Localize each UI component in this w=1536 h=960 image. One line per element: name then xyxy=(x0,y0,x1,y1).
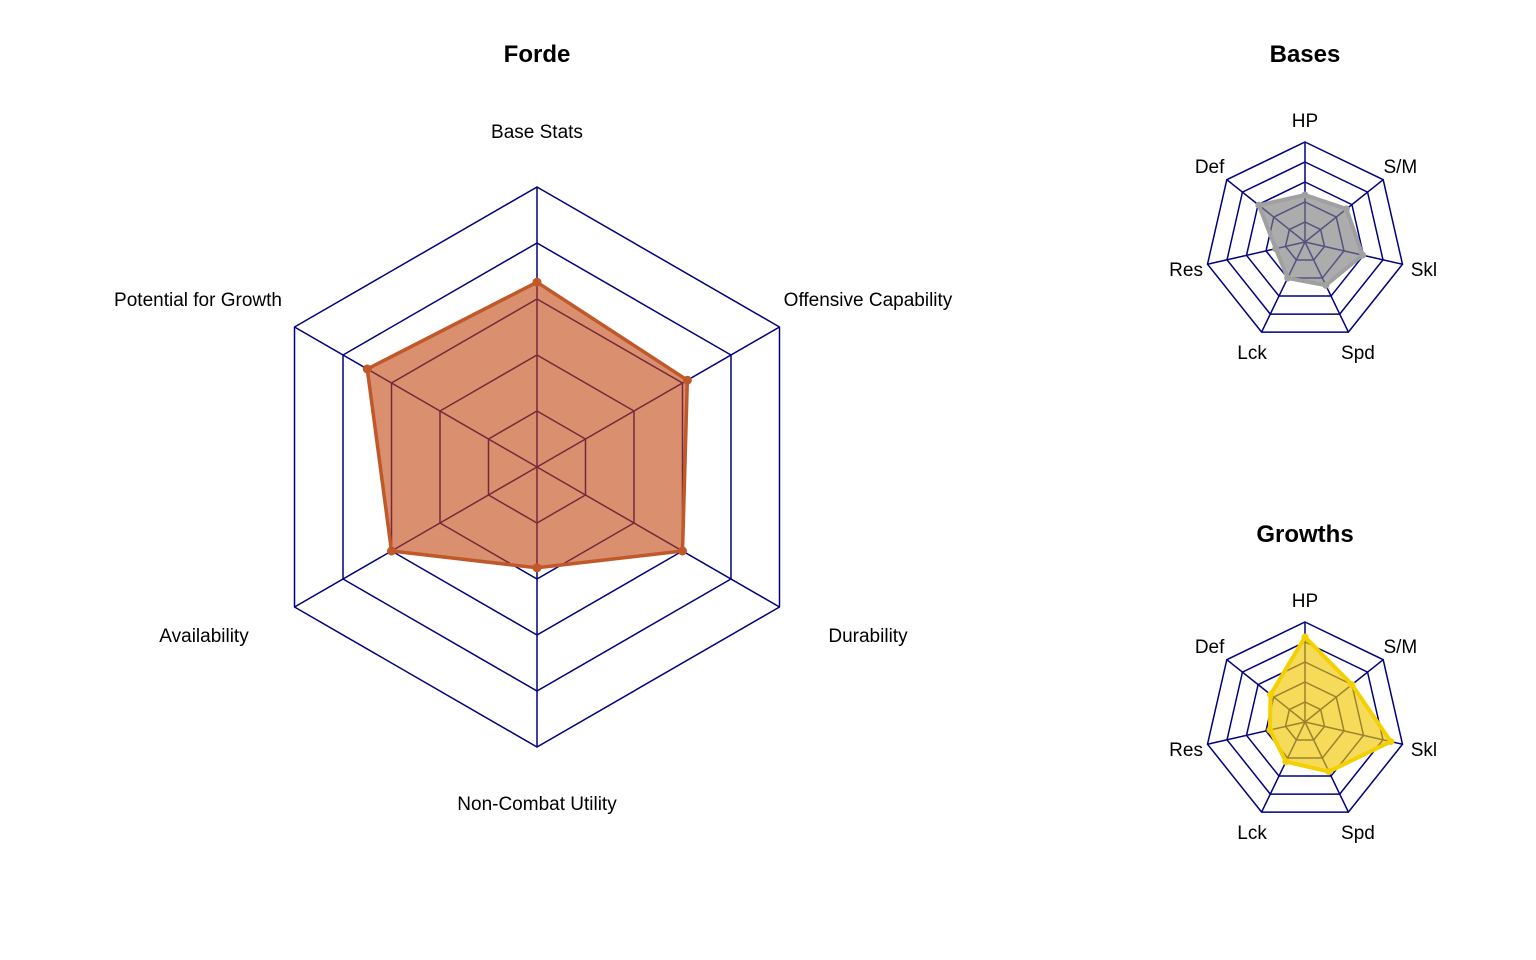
data-point-s-m xyxy=(1348,681,1356,689)
data-point-availability xyxy=(387,546,397,556)
data-point-spd xyxy=(1325,768,1333,776)
axis-label-res: Res xyxy=(1169,740,1203,761)
data-point-offensive-capability xyxy=(682,375,692,385)
data-point-def xyxy=(1267,691,1275,699)
grid-ring xyxy=(1245,181,1365,297)
chart-title: Forde xyxy=(504,41,571,68)
data-point-hp xyxy=(1301,191,1309,199)
data-point-skl xyxy=(1359,251,1367,259)
axis-label-def: Def xyxy=(1195,157,1225,178)
chart-title: Bases xyxy=(1270,41,1341,68)
axis-label-lck: Lck xyxy=(1237,343,1267,364)
axis-label-lck: Lck xyxy=(1237,823,1267,844)
grid-ring xyxy=(1226,161,1384,315)
axis-label-skl: Skl xyxy=(1411,260,1437,281)
axis-label-base-stats: Base Stats xyxy=(491,122,583,143)
growths-radar-chart: Growths HP S/M Skl Spd Lck Res Def xyxy=(1169,521,1437,844)
data-point-res xyxy=(1266,726,1274,734)
axis-label-potential-for-growth: Potential for Growth xyxy=(114,290,282,311)
axis-label-spd: Spd xyxy=(1341,823,1375,844)
data-point-non-combat-utility xyxy=(532,563,542,573)
axis-label-res: Res xyxy=(1169,260,1203,281)
axis-label-spd: Spd xyxy=(1341,343,1375,364)
axis-label-skl: Skl xyxy=(1411,740,1437,761)
data-point-spd xyxy=(1322,281,1330,289)
data-point-durability xyxy=(677,546,687,556)
axis-label-non-combat-utility: Non-Combat Utility xyxy=(457,794,617,815)
data-area xyxy=(1256,193,1365,288)
data-point-s-m xyxy=(1342,205,1350,213)
data-point-lck xyxy=(1284,274,1292,282)
data-point-skl xyxy=(1387,738,1395,746)
data-point-base-stats xyxy=(532,277,542,287)
data-point-potential-for-growth xyxy=(362,364,372,374)
grid-ring xyxy=(1226,641,1384,795)
data-point-def xyxy=(1255,201,1263,209)
data-area xyxy=(365,280,690,570)
axis-label-s-m: S/M xyxy=(1383,157,1417,178)
bases-radar-chart: Bases HP S/M Skl Spd Lck Res Def xyxy=(1169,41,1437,364)
data-point-lck xyxy=(1282,758,1290,766)
axis-label-s-m: S/M xyxy=(1383,637,1417,658)
data-area xyxy=(1267,635,1393,774)
forde-radar-chart: Forde Base Stats Offensive Capability Durab… xyxy=(114,41,953,815)
axis-label-durability: Durability xyxy=(828,626,908,647)
axis-label-def: Def xyxy=(1195,637,1225,658)
data-point-hp xyxy=(1301,633,1309,641)
chart-title: Growths xyxy=(1256,521,1353,548)
axis-label-hp: HP xyxy=(1292,111,1318,132)
grid-ring xyxy=(1206,141,1404,333)
grid-ring xyxy=(1206,621,1404,813)
axis-label-hp: HP xyxy=(1292,591,1318,612)
axis-label-offensive-capability: Offensive Capability xyxy=(784,290,953,311)
data-point-res xyxy=(1272,245,1280,253)
axis-label-availability: Availability xyxy=(159,626,249,647)
